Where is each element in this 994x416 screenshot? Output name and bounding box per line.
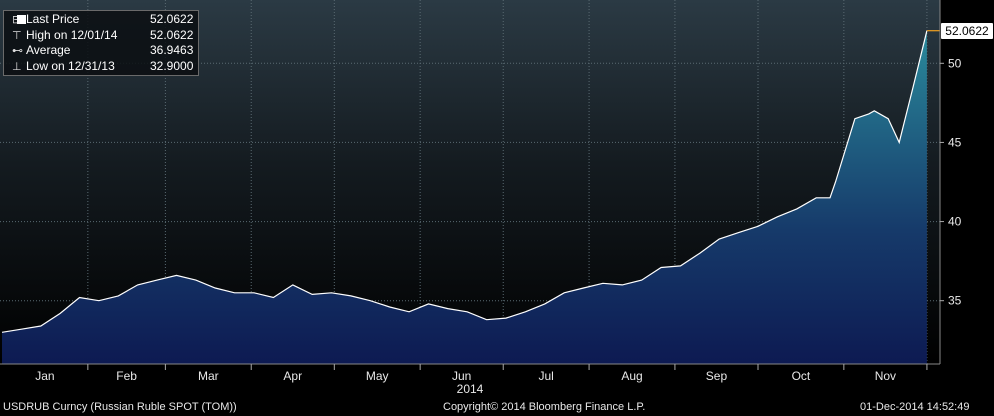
price-area xyxy=(2,30,927,364)
legend-label: High on 12/01/14 xyxy=(26,27,118,42)
low-marker-icon: ⊥ xyxy=(12,60,22,73)
last-price-badge: 52.0622 xyxy=(941,22,993,39)
price-line xyxy=(1,30,928,333)
y-axis-background xyxy=(940,0,994,364)
legend-last-price: ⊟ Last Price 52.0622 xyxy=(4,12,198,28)
x-tick-label: May xyxy=(366,369,389,383)
collapse-icon[interactable]: ⊟ xyxy=(12,14,24,26)
legend-value: 52.0622 xyxy=(150,27,194,42)
footer-copyright: Copyright© 2014 Bloomberg Finance L.P. xyxy=(443,401,646,413)
legend-label: Average xyxy=(26,43,71,57)
y-tick-label: 45 xyxy=(948,135,962,149)
x-tick-label: Feb xyxy=(116,369,137,383)
high-marker-icon: ⊤ xyxy=(12,29,22,42)
y-tick-label: 40 xyxy=(948,215,962,229)
legend-low: ⊥ Low on 12/31/13 32.9000 xyxy=(4,59,198,75)
legend-value: 32.9000 xyxy=(150,58,194,73)
legend-average: ⊷ Average 36.9463 xyxy=(4,43,198,59)
average-marker-icon: ⊷ xyxy=(12,45,23,57)
x-tick-label: Aug xyxy=(621,369,642,383)
x-tick-label: Sep xyxy=(706,369,728,383)
x-axis-background xyxy=(0,364,994,400)
legend-value: 36.9463 xyxy=(150,43,194,57)
x-tick-label: Oct xyxy=(792,369,811,383)
x-tick-label: Jan xyxy=(35,369,54,383)
legend-value: 52.0622 xyxy=(150,12,194,26)
x-tick-label: Mar xyxy=(198,369,219,383)
x-tick-label: Nov xyxy=(875,369,896,383)
legend-high: ⊤ High on 12/01/14 52.0622 xyxy=(4,28,198,44)
legend-label: Last Price xyxy=(26,12,80,26)
last-price-swatch-icon xyxy=(17,15,26,24)
x-tick-label: Jul xyxy=(538,369,553,383)
footer-timestamp: 01-Dec-2014 14:52:49 xyxy=(860,401,970,413)
x-axis-year: 2014 xyxy=(457,382,484,396)
x-tick-label: Jun xyxy=(452,369,471,383)
footer-ticker: USDRUB Curncy (Russian Ruble SPOT (TOM)) xyxy=(3,401,237,413)
y-tick-label: 35 xyxy=(948,294,962,308)
x-tick-label: Apr xyxy=(283,369,302,383)
legend-label: Low on 12/31/13 xyxy=(26,58,115,73)
legend: ⊟ Last Price 52.0622 ⊤ High on 12/01/14 … xyxy=(3,10,199,76)
y-tick-label: 50 xyxy=(948,56,962,70)
